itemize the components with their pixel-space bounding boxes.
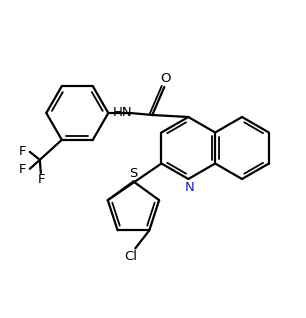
Text: N: N <box>185 181 194 194</box>
Text: S: S <box>129 167 138 180</box>
Text: HN: HN <box>113 106 132 119</box>
Text: F: F <box>19 145 27 158</box>
Text: F: F <box>38 173 46 186</box>
Text: Cl: Cl <box>124 250 137 263</box>
Text: F: F <box>19 163 27 176</box>
Text: O: O <box>160 73 170 86</box>
